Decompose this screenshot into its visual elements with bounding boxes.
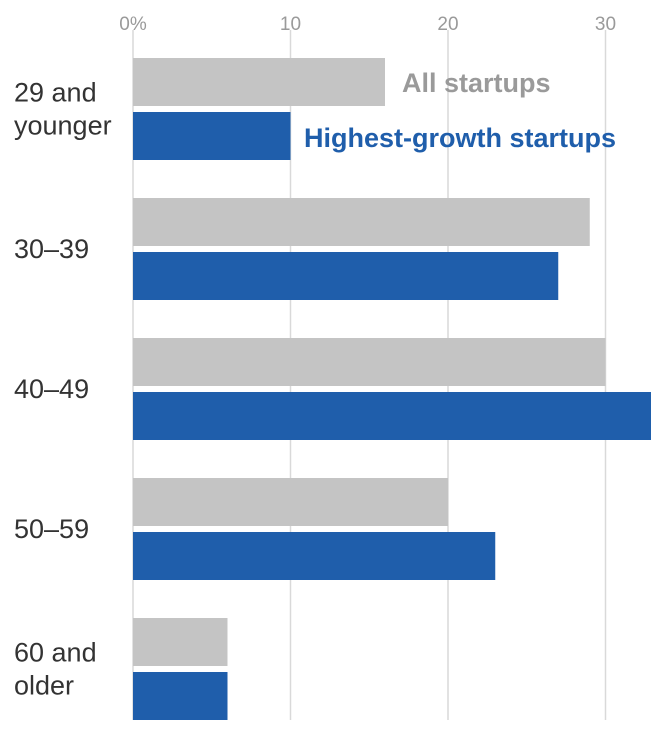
x-axis-ticks: 0% 10 20 30 <box>119 14 616 35</box>
category-label: older <box>14 671 74 701</box>
x-tick-label: 0% <box>119 14 147 35</box>
x-tick-label: 20 <box>437 14 458 35</box>
legend-highest-growth: Highest-growth startups <box>304 123 616 153</box>
x-tick-label: 30 <box>595 14 616 35</box>
category-label: 40–49 <box>14 374 89 404</box>
bar-all-startups <box>133 478 448 526</box>
bar-all-startups <box>133 58 385 106</box>
category-label: 29 and <box>14 78 97 108</box>
bar-highest-growth <box>133 392 651 440</box>
category-label: 30–39 <box>14 234 89 264</box>
legend: All startups Highest-growth startups <box>304 68 616 153</box>
bar-all-startups <box>133 338 606 386</box>
category-label: 60 and <box>14 638 97 668</box>
bar-highest-growth <box>133 112 291 160</box>
legend-all-startups: All startups <box>402 68 551 98</box>
bar-highest-growth <box>133 532 496 580</box>
bar-highest-growth <box>133 672 228 720</box>
x-tick-label: 10 <box>280 14 301 35</box>
category-label: younger <box>14 111 112 141</box>
bar-all-startups <box>133 198 590 246</box>
bar-highest-growth <box>133 252 559 300</box>
bars <box>133 58 651 720</box>
category-label: 50–59 <box>14 514 89 544</box>
bar-all-startups <box>133 618 228 666</box>
